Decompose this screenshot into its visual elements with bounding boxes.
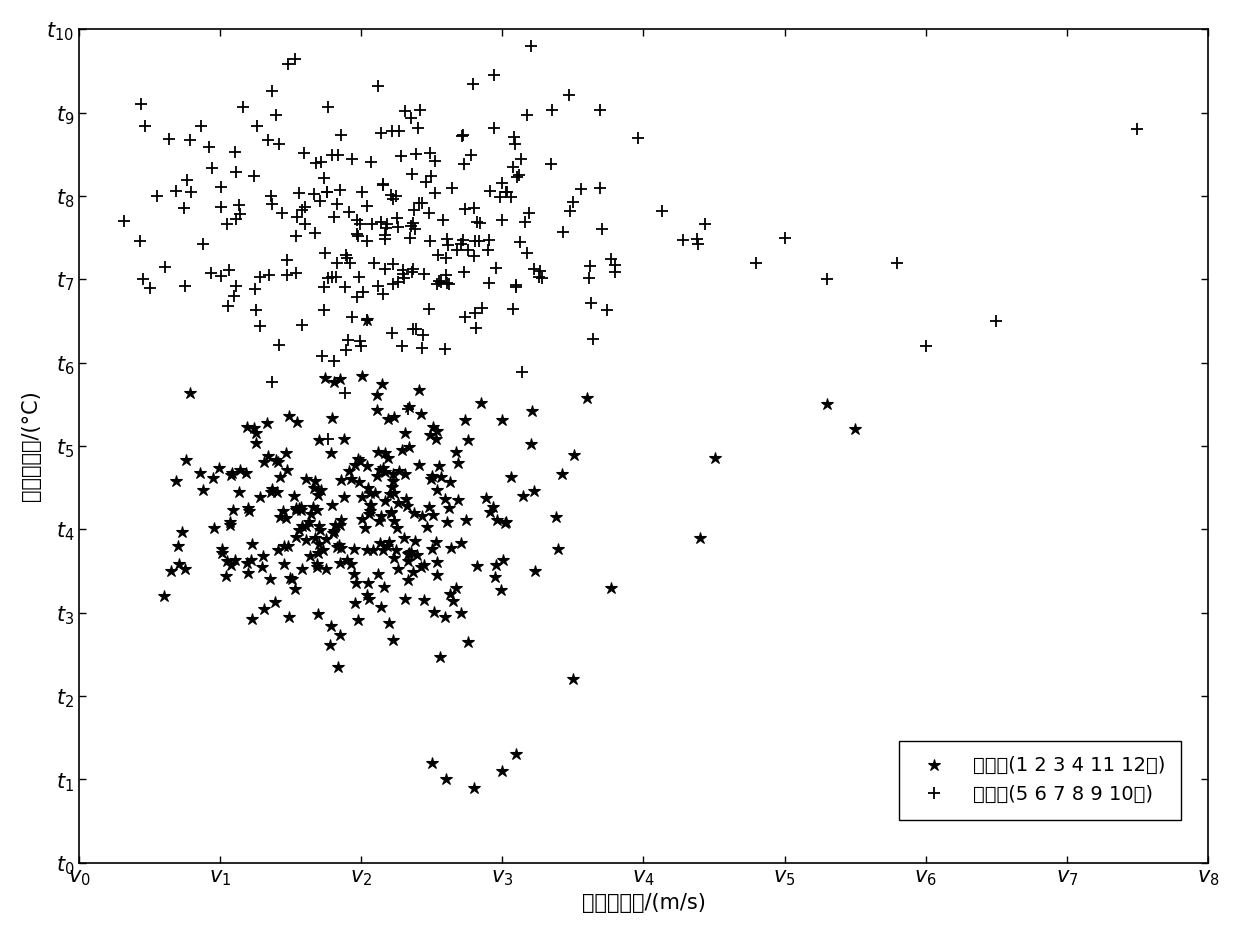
寒冷季(1 2 3 4 11 12月) — [360, 315, 374, 326]
Line: 寒冷季(1 2 3 4 11 12月): 寒冷季(1 2 3 4 11 12月) — [157, 314, 862, 794]
炎热季(5 6 7 8 9 10月) — [332, 184, 347, 195]
寒冷季(1 2 3 4 11 12月) — [215, 548, 229, 559]
炎热季(5 6 7 8 9 10月) — [523, 40, 538, 51]
炎热季(5 6 7 8 9 10月) — [320, 434, 335, 446]
寒冷季(1 2 3 4 11 12月) — [170, 541, 185, 552]
寒冷季(1 2 3 4 11 12月) — [387, 552, 402, 563]
寒冷季(1 2 3 4 11 12月) — [332, 374, 347, 385]
炎热季(5 6 7 8 9 10月) — [417, 269, 432, 280]
炎热季(5 6 7 8 9 10月) — [405, 263, 420, 275]
寒冷季(1 2 3 4 11 12月) — [430, 557, 445, 568]
Legend: 寒冷季(1 2 3 4 11 12月), 炎热季(5 6 7 8 9 10月): 寒冷季(1 2 3 4 11 12月), 炎热季(5 6 7 8 9 10月) — [899, 741, 1182, 820]
X-axis label: 月最大风速/(m/s): 月最大风速/(m/s) — [582, 893, 706, 913]
寒冷季(1 2 3 4 11 12月) — [399, 500, 414, 511]
寒冷季(1 2 3 4 11 12月) — [363, 500, 378, 511]
炎热季(5 6 7 8 9 10月) — [439, 252, 454, 263]
Y-axis label: 对应的温度/(°C): 对应的温度/(°C) — [21, 390, 41, 502]
寒冷季(1 2 3 4 11 12月) — [439, 773, 454, 785]
炎热季(5 6 7 8 9 10月) — [221, 301, 236, 312]
寒冷季(1 2 3 4 11 12月) — [466, 782, 481, 793]
Line: 炎热季(5 6 7 8 9 10月): 炎热季(5 6 7 8 9 10月) — [118, 40, 1143, 446]
炎热季(5 6 7 8 9 10月) — [481, 234, 496, 246]
炎热季(5 6 7 8 9 10月) — [506, 132, 521, 143]
